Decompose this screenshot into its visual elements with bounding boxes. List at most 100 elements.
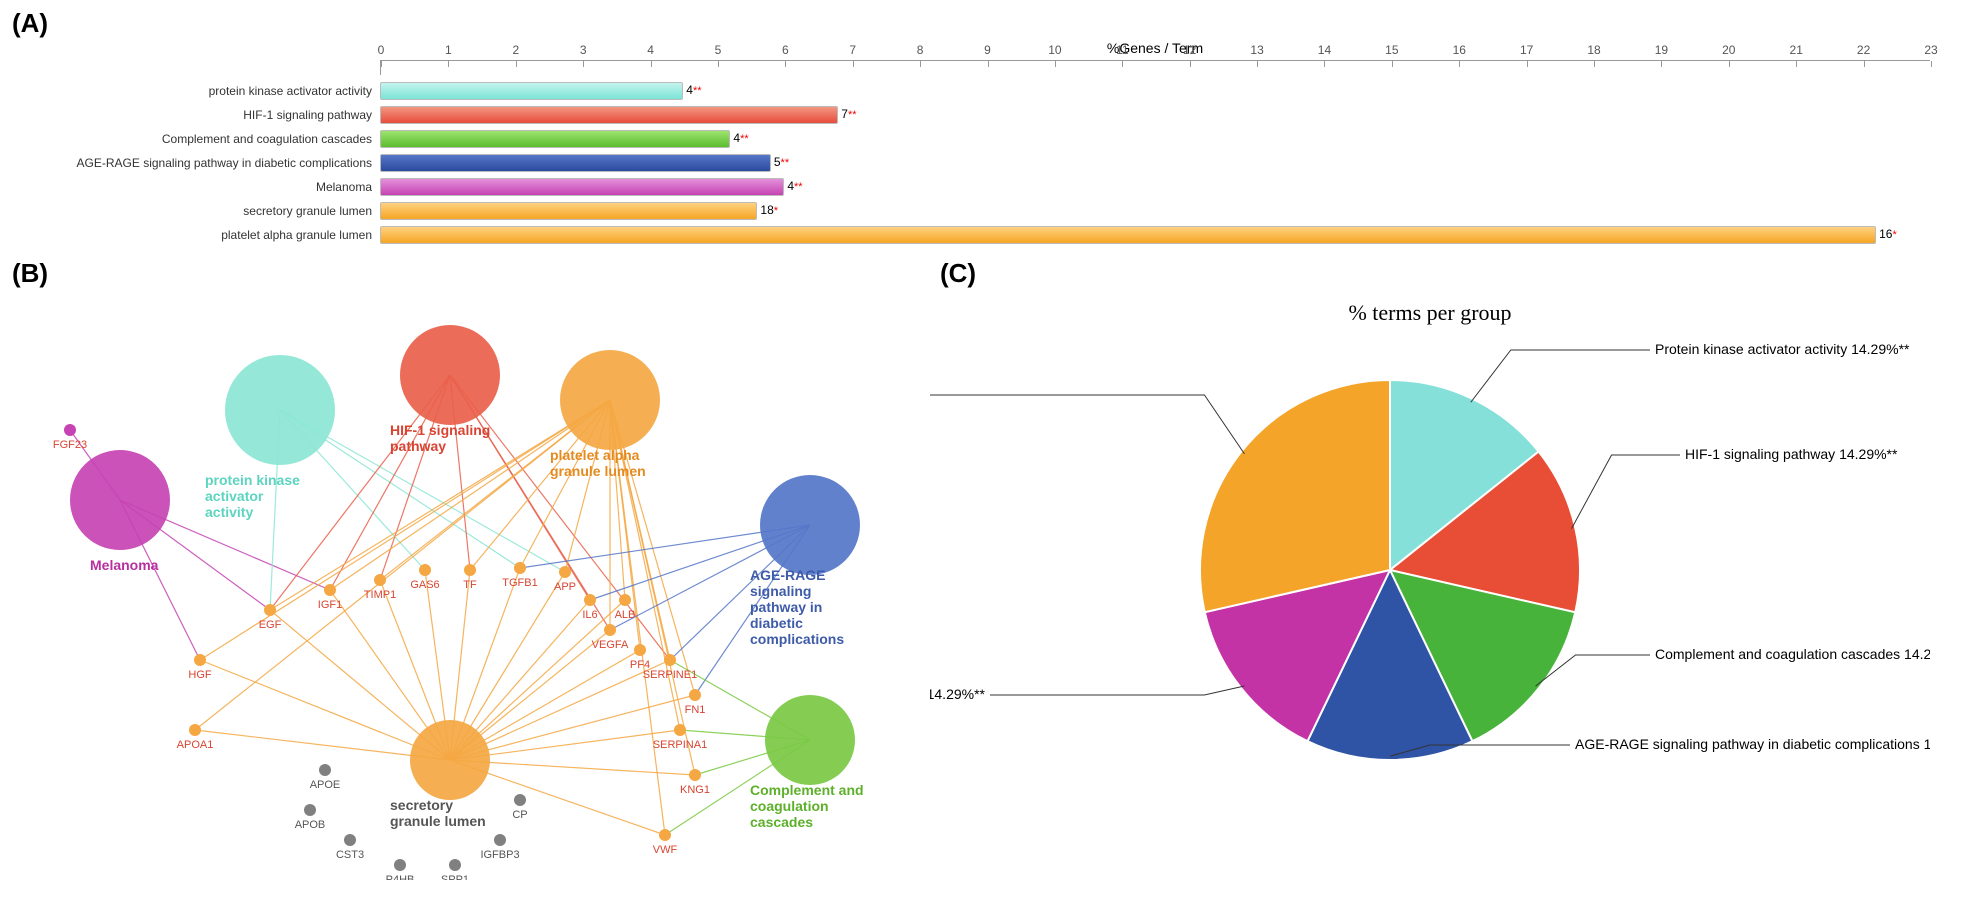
bar-label: platelet alpha granule lumen (221, 228, 380, 242)
network-hub (760, 475, 860, 575)
barchart-tick: 12 (1183, 43, 1196, 57)
network-gene-node (559, 566, 571, 578)
network-gene-node (324, 584, 336, 596)
network-hub (410, 720, 490, 800)
network-gene-node (319, 764, 331, 776)
network-gene-node (344, 834, 356, 846)
network-hub (765, 695, 855, 785)
network-gene-node (64, 424, 76, 436)
panel-label-c: (C) (940, 258, 976, 289)
barchart-tick: 6 (782, 43, 789, 57)
bar: 7** (380, 106, 838, 124)
pie-panel: % terms per group Protein kinase activat… (930, 300, 1930, 860)
network-hub (225, 355, 335, 465)
bar: 4** (380, 178, 784, 196)
network-gene-node (449, 859, 461, 871)
barchart-tick: 11 (1116, 43, 1128, 57)
pie-label: Protein kinase activator activity 14.29%… (1655, 341, 1910, 357)
panel-label-b: (B) (12, 258, 48, 289)
bar: 4** (380, 82, 683, 100)
network-hub-label: pathway in (750, 599, 822, 615)
panel-label-a: (A) (12, 8, 48, 39)
bar-value: 4** (783, 179, 802, 193)
network-gene-label: P4HB (386, 874, 415, 880)
bar: 16* (380, 226, 1876, 244)
network-gene-label: CP (512, 809, 527, 821)
network-hub-label: activity (205, 504, 253, 520)
network-gene-label: GAS6 (410, 579, 439, 591)
barchart-tick: 3 (580, 43, 587, 57)
network-gene-node (689, 689, 701, 701)
barchart-tick: 15 (1385, 43, 1398, 57)
barchart-tick: 8 (917, 43, 924, 57)
bar-label: Melanoma (316, 180, 380, 194)
barchart-tick: 10 (1048, 43, 1061, 57)
barchart-tick: 18 (1587, 43, 1600, 57)
network-hub-label: granule lumen (390, 813, 486, 829)
network-gene-label: EGF (259, 619, 282, 631)
bar-row: Melanoma4** (380, 176, 1930, 198)
network-hub-label: complications (750, 631, 844, 647)
bar-label: protein kinase activator activity (209, 84, 380, 98)
network-gene-node (584, 594, 596, 606)
network-panel: Melanomaprotein kinaseactivatoractivityH… (50, 280, 920, 880)
network-gene-label: FGF23 (53, 439, 87, 451)
pie-slice (1200, 380, 1390, 612)
network-gene-node (664, 654, 676, 666)
barchart-axis: 01234567891011121314151617181920212223 (380, 60, 1930, 75)
network-gene-node (374, 574, 386, 586)
barchart-tick: 19 (1655, 43, 1668, 57)
barchart-tick: 2 (512, 43, 519, 57)
pie-leader (990, 686, 1244, 695)
network-gene-label: TF (463, 579, 477, 591)
network-gene-label: APP (554, 581, 576, 593)
barchart-tick: 21 (1790, 43, 1803, 57)
network-gene-label: VEGFA (592, 639, 629, 651)
pie-label: AGE-RAGE signaling pathway in diabetic c… (1575, 736, 1930, 752)
network-gene-label: SPP1 (441, 874, 469, 880)
network-hub-label: Complement and (750, 782, 864, 798)
barchart-tick: 20 (1722, 43, 1735, 57)
network-hub-label: platelet alpha (550, 447, 640, 463)
pie-label: Melanoma 14.29%** (930, 686, 986, 702)
bar-row: protein kinase activator activity4** (380, 80, 1930, 102)
network-hub-label: cascades (750, 814, 813, 830)
barchart-tick: 7 (849, 43, 856, 57)
network-gene-node (394, 859, 406, 871)
network-gene-node (304, 804, 316, 816)
bar-value: 7** (837, 107, 856, 121)
network-hub-label: coagulation (750, 798, 829, 814)
network-gene-label: CST3 (336, 849, 364, 861)
network-gene-label: IGF1 (318, 599, 342, 611)
network-hub (400, 325, 500, 425)
network-gene-node (464, 564, 476, 576)
bar-value: 5** (770, 155, 789, 169)
bar-label: secretory granule lumen (243, 204, 380, 218)
network-gene-node (189, 724, 201, 736)
network-hub-label: granule lumen (550, 463, 646, 479)
network-hub (560, 350, 660, 450)
bar-label: AGE-RAGE signaling pathway in diabetic c… (77, 156, 380, 170)
network-gene-label: FN1 (685, 704, 706, 716)
network-gene-label: HGF (188, 669, 212, 681)
pie-leader (1471, 350, 1650, 402)
barchart-tick: 0 (378, 43, 385, 57)
network-gene-node (659, 829, 671, 841)
network-hub-label: protein kinase (205, 472, 300, 488)
network-gene-node (619, 594, 631, 606)
network-gene-label: TGFB1 (502, 577, 537, 589)
network-gene-label: VWF (653, 844, 678, 856)
network-hub-label: activator (205, 488, 264, 504)
pie-label: Complement and coagulation cascades 14.2… (1655, 646, 1930, 662)
network-hub-label: secretory (390, 797, 453, 813)
bar-row: AGE-RAGE signaling pathway in diabetic c… (380, 152, 1930, 174)
barchart-bars: protein kinase activator activity4**HIF-… (380, 80, 1930, 248)
barchart-tick: 9 (984, 43, 991, 57)
network-gene-node (494, 834, 506, 846)
network-hub-label: HIF-1 signaling (390, 422, 490, 438)
network-gene-label: SERPINE1 (643, 669, 697, 681)
network-hub-label: diabetic (750, 615, 803, 631)
barchart-tick: 14 (1318, 43, 1331, 57)
network-gene-label: KNG1 (680, 784, 710, 796)
network-gene-label: TIMP1 (364, 589, 396, 601)
